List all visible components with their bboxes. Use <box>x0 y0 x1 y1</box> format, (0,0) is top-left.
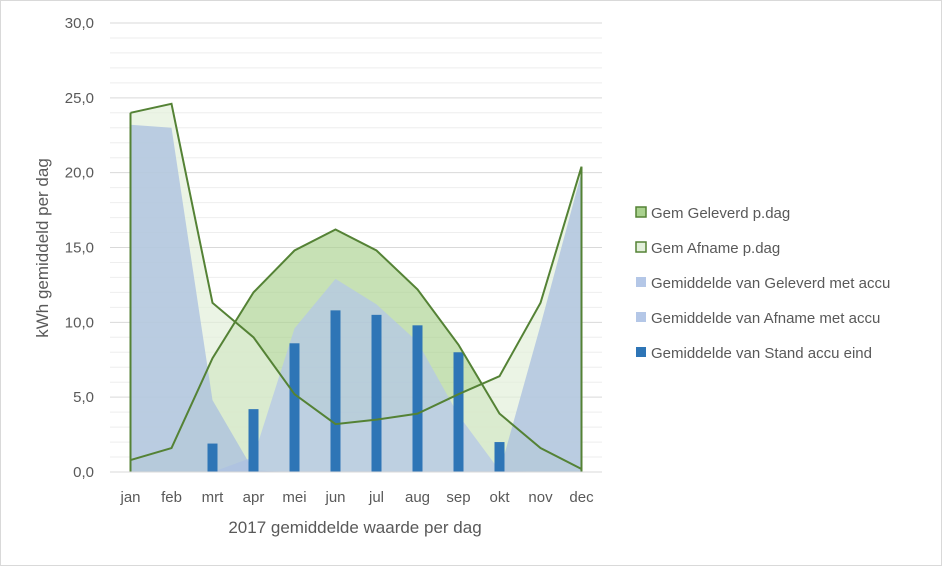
area-series <box>130 103 582 473</box>
x-tick-label-mrt: mrt <box>202 489 224 506</box>
bar-mrt <box>207 443 218 472</box>
x-tick-label-nov: nov <box>528 489 553 506</box>
bar-series <box>207 310 505 472</box>
bar-sep <box>453 352 464 472</box>
area-2 <box>130 278 582 472</box>
bar-jun <box>330 310 341 472</box>
legend-swatch-4 <box>636 347 646 357</box>
legend-label-2: Gemiddelde van Geleverd met accu <box>651 275 890 292</box>
y-tick-label: 5,0 <box>73 389 94 406</box>
y-tick-label: 10,0 <box>65 314 94 331</box>
bar-apr <box>248 409 259 472</box>
x-tick-label-apr: apr <box>243 489 265 506</box>
bar-aug <box>412 325 423 472</box>
y-axis-title: kWh gemiddeld per dag <box>33 158 52 338</box>
y-tick-label: 25,0 <box>65 90 94 107</box>
y-tick-label: 30,0 <box>65 15 94 32</box>
x-tick-label-dec: dec <box>569 489 594 506</box>
legend-label-1: Gem Afname p.dag <box>651 240 780 257</box>
legend-label-3: Gemiddelde van Afname met accu <box>651 310 880 327</box>
area-outline-0 <box>130 228 582 470</box>
y-tick-label: 15,0 <box>65 240 94 257</box>
legend-swatch-2 <box>636 277 646 287</box>
x-tick-label-jun: jun <box>324 489 345 506</box>
y-tick-labels: 0,0 5,0 10,0 15,0 20,0 25,0 30,0 <box>65 15 94 481</box>
line-overlays <box>129 102 583 472</box>
area-1 <box>130 103 582 472</box>
legend-label-0: Gem Geleverd p.dag <box>651 205 790 222</box>
x-tick-label-aug: aug <box>405 489 430 506</box>
bar-okt <box>494 442 505 472</box>
x-tick-label-sep: sep <box>446 489 470 506</box>
x-tick-labels: jan feb mrt apr mei jun jul aug sep okt nov dec <box>119 489 594 506</box>
bar-mei <box>289 343 300 472</box>
legend: Gem Geleverd p.dag Gem Afname p.dag Gemidd… <box>635 205 890 362</box>
y-tick-label: 0,0 <box>73 464 94 481</box>
legend-label-4: Gemiddelde van Stand accu eind <box>651 345 872 362</box>
x-tick-label-jul: jul <box>368 489 384 506</box>
x-tick-label-feb: feb <box>161 489 182 506</box>
x-axis-title: 2017 gemiddelde waarde per dag <box>228 518 481 537</box>
x-tick-label-mei: mei <box>282 489 306 506</box>
legend-swatch-0 <box>635 206 647 218</box>
x-tick-label-jan: jan <box>119 489 140 506</box>
y-tick-label: 20,0 <box>65 165 94 182</box>
x-tick-label-okt: okt <box>489 489 510 506</box>
legend-swatch-1 <box>635 241 647 253</box>
legend-swatch-3 <box>636 312 646 322</box>
area-outline-1 <box>130 102 583 426</box>
bar-jul <box>371 314 382 472</box>
